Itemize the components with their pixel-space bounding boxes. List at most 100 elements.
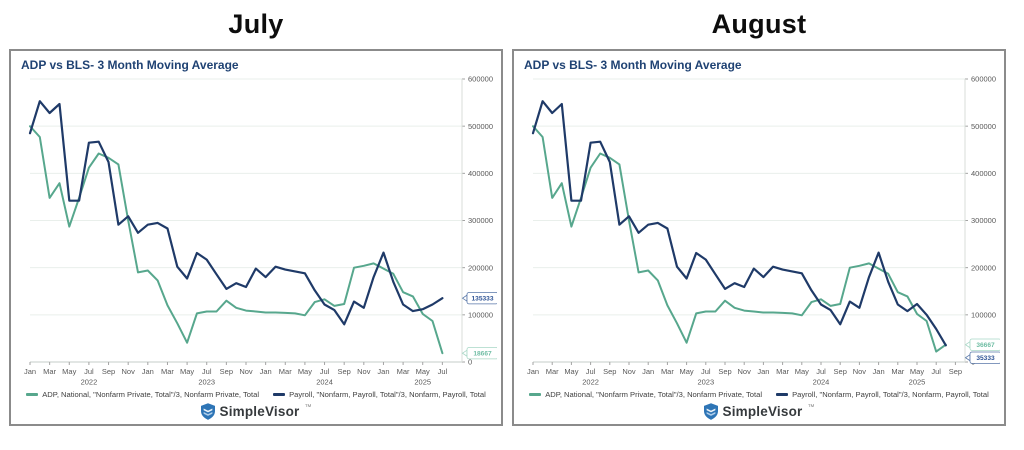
legend-item-payroll: Payroll, "Nonfarm, Payroll, Total"/3, No… — [776, 390, 989, 399]
svg-text:Jul: Jul — [319, 367, 329, 376]
svg-text:Jan: Jan — [757, 367, 769, 376]
svg-text:200000: 200000 — [971, 263, 996, 272]
svg-text:35333: 35333 — [976, 355, 995, 362]
svg-text:200000: 200000 — [468, 263, 493, 272]
svg-text:Mar: Mar — [891, 367, 904, 376]
legend-label-adp: ADP, National, "Nonfarm Private, Total"/… — [545, 390, 763, 399]
chart-title: ADP vs BLS- 3 Month Moving Average — [21, 58, 239, 72]
svg-text:May: May — [415, 367, 429, 376]
legend-label-payroll: Payroll, "Nonfarm, Payroll, Total"/3, No… — [289, 390, 486, 399]
trademark-symbol: ™ — [304, 404, 312, 411]
svg-text:Nov: Nov — [852, 367, 866, 376]
svg-text:600000: 600000 — [971, 75, 996, 84]
svg-text:500000: 500000 — [468, 122, 493, 131]
svg-text:Jan: Jan — [141, 367, 153, 376]
svg-text:Jul: Jul — [585, 367, 595, 376]
end-value-callout: 36667 — [964, 338, 1000, 351]
chart-panel-august: ADP vs BLS- 3 Month Moving Average 01000… — [512, 49, 1006, 426]
svg-text:Nov: Nov — [622, 367, 636, 376]
svg-text:Jul: Jul — [816, 367, 826, 376]
svg-text:2024: 2024 — [812, 378, 829, 387]
svg-text:Jan: Jan — [377, 367, 389, 376]
simplevisor-shield-icon — [200, 403, 215, 420]
svg-text:Jan: Jan — [872, 367, 884, 376]
svg-text:18667: 18667 — [473, 351, 492, 358]
payroll-legend-dash-icon — [776, 393, 789, 396]
svg-text:400000: 400000 — [468, 169, 493, 178]
line-chart-august: 0100000200000300000400000500000600000Jan… — [526, 75, 1000, 387]
svg-text:Sep: Sep — [337, 367, 350, 376]
chart-panel-july: ADP vs BLS- 3 Month Moving Average 0 1000… — [9, 49, 503, 426]
simplevisor-brand: SimpleVisor ™ — [11, 403, 501, 420]
svg-text:500000: 500000 — [971, 122, 996, 131]
page: July ADP vs BLS- 3 Month Moving Average … — [9, 0, 1006, 426]
svg-text:300000: 300000 — [468, 216, 493, 225]
chart-column-july: July ADP vs BLS- 3 Month Moving Average … — [9, 0, 503, 426]
svg-text:2023: 2023 — [198, 378, 215, 387]
adp-line — [531, 125, 947, 353]
legend-label-adp: ADP, National, "Nonfarm Private, Total"/… — [42, 390, 260, 399]
adp-legend-dash-icon — [26, 393, 39, 396]
svg-text:600000: 600000 — [468, 75, 493, 84]
end-value-callout: 135333 — [461, 292, 497, 305]
legend-item-adp: ADP, National, "Nonfarm Private, Total"/… — [26, 390, 259, 399]
svg-text:Jul: Jul — [201, 367, 211, 376]
svg-text:Nov: Nov — [737, 367, 751, 376]
svg-text:2022: 2022 — [582, 378, 599, 387]
svg-text:Nov: Nov — [357, 367, 371, 376]
svg-text:2025: 2025 — [908, 378, 925, 387]
series-lines — [28, 100, 443, 355]
legend: ADP, National, "Nonfarm Private, Total"/… — [11, 390, 501, 399]
svg-text:Sep: Sep — [718, 367, 731, 376]
svg-text:2023: 2023 — [697, 378, 714, 387]
svg-text:Sep: Sep — [603, 367, 616, 376]
svg-text:100000: 100000 — [971, 310, 996, 319]
series-lines — [531, 100, 947, 353]
svg-text:Nov: Nov — [121, 367, 135, 376]
gridlines — [532, 78, 965, 363]
adp-line — [28, 125, 443, 355]
svg-text:Mar: Mar — [43, 367, 56, 376]
svg-text:Mar: Mar — [660, 367, 673, 376]
svg-text:May: May — [180, 367, 194, 376]
simplevisor-shield-icon — [703, 403, 718, 420]
legend-item-payroll: Payroll, "Nonfarm, Payroll, Total"/3, No… — [273, 390, 486, 399]
payroll-line — [28, 100, 443, 326]
brand-name: SimpleVisor — [219, 404, 300, 419]
svg-text:Sep: Sep — [948, 367, 961, 376]
payroll-line — [531, 100, 947, 347]
line-chart-july: 0 100000 200000 300000 400000 500000 600000 Jan… — [23, 75, 497, 387]
svg-text:May: May — [679, 367, 693, 376]
svg-text:Nov: Nov — [239, 367, 253, 376]
svg-text:0: 0 — [468, 358, 472, 367]
svg-text:May: May — [794, 367, 808, 376]
legend-item-adp: ADP, National, "Nonfarm Private, Total"/… — [529, 390, 762, 399]
svg-text:May: May — [909, 367, 923, 376]
page-title-july: July — [228, 9, 284, 39]
svg-text:Jul: Jul — [931, 367, 941, 376]
simplevisor-brand: SimpleVisor ™ — [514, 403, 1004, 420]
svg-text:Jan: Jan — [23, 367, 35, 376]
svg-text:Jan: Jan — [642, 367, 654, 376]
end-value-callout: 35333 — [964, 351, 1000, 364]
svg-text:May: May — [62, 367, 76, 376]
svg-text:300000: 300000 — [971, 216, 996, 225]
brand-name: SimpleVisor — [722, 404, 803, 419]
svg-text:Mar: Mar — [776, 367, 789, 376]
svg-text:Jan: Jan — [526, 367, 538, 376]
legend: ADP, National, "Nonfarm Private, Total"/… — [514, 390, 1004, 399]
svg-text:Jul: Jul — [437, 367, 447, 376]
trademark-symbol: ™ — [807, 404, 815, 411]
svg-text:100000: 100000 — [468, 310, 493, 319]
svg-text:Sep: Sep — [833, 367, 846, 376]
chart-column-august: August ADP vs BLS- 3 Month Moving Averag… — [512, 0, 1006, 426]
x-axis: Jan Mar May Jul Sep Nov Jan Mar May Jul Sep Nov Jan M… — [526, 362, 962, 387]
svg-text:Jan: Jan — [259, 367, 271, 376]
chart-title: ADP vs BLS- 3 Month Moving Average — [524, 58, 742, 72]
svg-text:135333: 135333 — [471, 296, 493, 303]
svg-text:Sep: Sep — [219, 367, 232, 376]
svg-text:2024: 2024 — [316, 378, 333, 387]
svg-text:Mar: Mar — [278, 367, 291, 376]
svg-text:May: May — [297, 367, 311, 376]
